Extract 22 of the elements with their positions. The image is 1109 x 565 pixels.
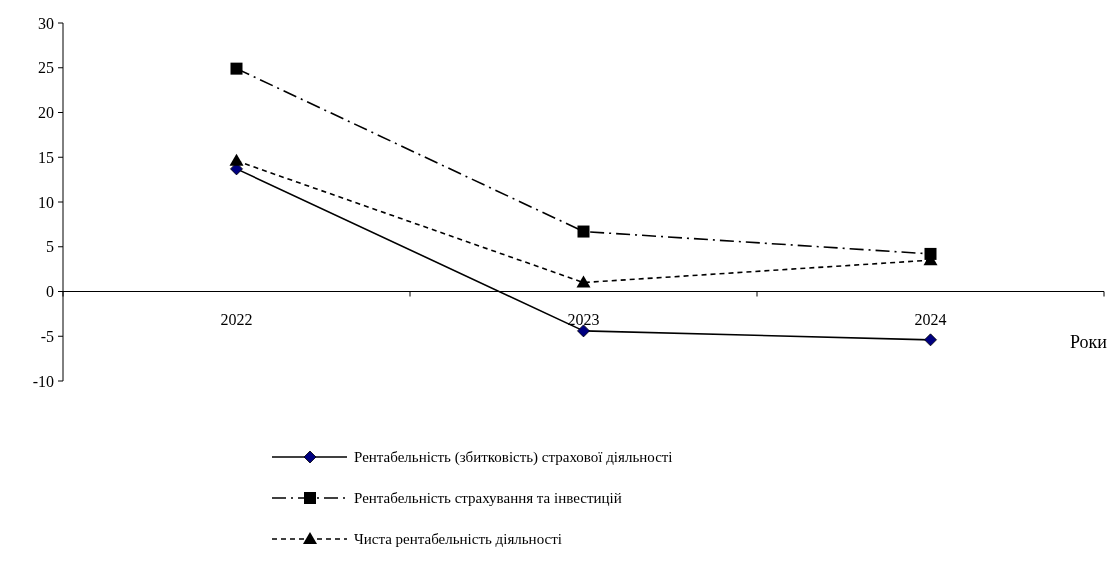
legend-label: Рентабельність (збитковість) страхової діяльності: [354, 449, 673, 467]
y-tick-label: 20: [38, 104, 54, 122]
point: [577, 225, 590, 238]
legend-label: Чиста рентабельність діяльності: [354, 531, 562, 548]
y-tick-label: 25: [38, 59, 54, 77]
point: [230, 62, 243, 75]
point: [577, 324, 590, 338]
y-tick-label: 10: [38, 193, 54, 211]
point: [576, 275, 591, 288]
point: [229, 153, 244, 166]
y-tick-label: 0: [46, 283, 54, 301]
y-tick-label: -5: [40, 327, 54, 345]
x-tick-label: 2024: [914, 310, 947, 328]
y-tick-label: -10: [32, 372, 54, 390]
x-axis-title: Роки: [1070, 331, 1108, 352]
x-tick-label: 2022: [220, 310, 253, 328]
y-tick-label: 15: [38, 148, 54, 166]
y-tick-label: 30: [38, 14, 54, 32]
y-tick-label: 5: [46, 238, 54, 256]
point: [924, 333, 937, 347]
legend-label: Рентабельність страхування та інвестицій: [354, 490, 622, 507]
x-tick-label: 2023: [567, 310, 600, 328]
